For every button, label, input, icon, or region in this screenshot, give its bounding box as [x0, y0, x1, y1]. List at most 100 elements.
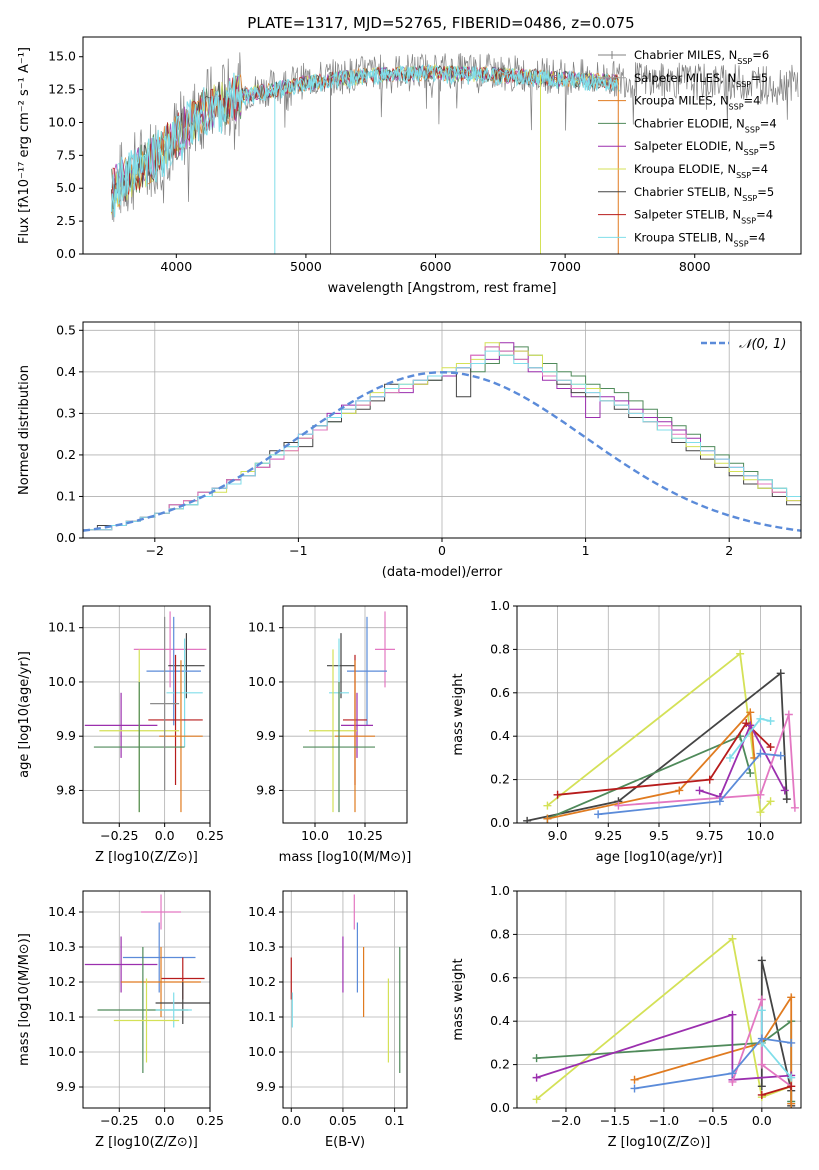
mass-weight-marker	[728, 1010, 737, 1019]
x-tick-label: 1	[582, 543, 590, 558]
mass-weight-marker	[726, 753, 734, 762]
y-tick-label: 12.5	[48, 82, 76, 97]
mass-weight-line	[761, 1085, 792, 1096]
errorbar-point	[303, 681, 375, 813]
subplot-spectrum: 4000 5000 6000 7000 8000 0.0 2.5 5.0 7.5 10.0 12.5…	[17, 36, 802, 296]
x-tick-label: 9.0	[548, 828, 568, 843]
y-tick-label: 10.1	[248, 620, 276, 635]
x-tick-label: 10.25	[347, 828, 383, 843]
errorbar-point	[155, 982, 210, 1024]
residual-histogram	[83, 350, 801, 538]
x-axis-label: mass [log10(M/M⊙)]	[279, 850, 412, 865]
y-tick-label: 5.0	[56, 180, 76, 195]
mass-weight-marker	[695, 786, 704, 795]
subplot-massweight-vs-age: 9.0 9.25 9.5 9.75 10.0 0.0 0.2 0.4 0.6 0.8 1.0 age …	[451, 598, 802, 865]
axes-frame	[82, 605, 211, 824]
mass-weight-marker	[790, 803, 799, 812]
subplot-massweight-vs-Z: −2.0 −1.5 −1.0 −0.5 0.0 0.0 0.2 0.4 0.6 0.8 1.0 Z […	[451, 883, 802, 1150]
y-tick-label: 0.0	[56, 530, 76, 545]
mass-weight-marker	[630, 1075, 639, 1084]
legend-label: Kroupa STELIB, NSSP=4	[634, 230, 765, 248]
x-tick-label: 10.0	[301, 828, 329, 843]
errorbar-point	[133, 611, 207, 688]
x-tick-label: −1.5	[600, 1113, 630, 1128]
mass-weight-marker	[782, 795, 791, 804]
mass-weight-marker	[630, 1084, 639, 1093]
plot-area	[523, 649, 799, 823]
x-tick-label: 2	[725, 543, 733, 558]
x-tick-label: −0.25	[100, 828, 138, 843]
y-tick-label: 10.0	[248, 1044, 276, 1059]
y-tick-label: 10.2	[48, 974, 76, 989]
subplot-mass-vs-Z: −0.25 0.0 0.25 9.9 10.0 10.1 10.2 10.3 10.4 Z [lo…	[17, 890, 224, 1150]
errorbar-point	[341, 692, 373, 758]
y-tick-label: 10.1	[48, 620, 76, 635]
errorbar-point	[150, 616, 180, 791]
x-tick-label: −1.0	[649, 1113, 679, 1128]
mass-weight-marker	[787, 1082, 796, 1091]
legend-label: Kroupa ELODIE, NSSP=4	[634, 162, 768, 180]
y-tick-label: 10.3	[48, 939, 76, 954]
errorbar-point	[335, 660, 375, 813]
legend-label: Kroupa MILES, NSSP=4	[634, 94, 760, 112]
errorbar-point	[84, 936, 158, 993]
errorbar-point	[84, 692, 158, 758]
mass-weight-marker	[742, 719, 751, 728]
mass-weight-marker	[553, 790, 562, 799]
y-tick-label: 0.6	[490, 970, 510, 985]
x-axis-label: wavelength [Angstrom, rest frame]	[328, 281, 557, 296]
mass-weight-line	[536, 937, 792, 1100]
y-tick-label: 0.2	[56, 447, 76, 462]
mass-weight-marker	[594, 810, 603, 819]
y-tick-label: 9.9	[256, 728, 276, 743]
mass-weight-marker	[728, 1077, 737, 1086]
y-tick-label: 9.9	[256, 1079, 276, 1094]
y-tick-label: 9.8	[56, 782, 76, 797]
mass-weight-marker	[746, 721, 755, 730]
x-tick-label: 8000	[679, 259, 711, 274]
legend-label: Chabrier MILES, NSSP=6	[634, 48, 769, 66]
y-tick-label: 10.3	[248, 939, 276, 954]
mass-weight-marker	[776, 751, 785, 760]
x-tick-label: −0.5	[698, 1113, 728, 1128]
best-fit-spectrum-line	[110, 63, 621, 218]
errorbar-point	[113, 978, 180, 1063]
subplot-age-vs-Z: −0.25 0.0 0.25 9.8 9.9 10.0 10.1 Z [log10(Z/Z⊙)…	[17, 605, 224, 865]
y-tick-label: 1.0	[490, 598, 510, 613]
x-tick-label: −1	[289, 543, 307, 558]
x-tick-label: 0.0	[155, 1113, 175, 1128]
x-tick-label: 0	[438, 543, 446, 558]
mass-weight-marker	[766, 743, 775, 752]
mass-weight-line	[557, 721, 772, 796]
subplot-residuals: −2 −1 0 1 2 0.0 0.1 0.2 0.3 0.4 0.5 (data-model)/er…	[17, 321, 802, 580]
axes-frame	[82, 890, 211, 1109]
x-tick-label: 0.0	[155, 828, 175, 843]
y-tick-label: 0.1	[56, 488, 76, 503]
y-axis-label: Normed distribution	[17, 365, 32, 495]
mass-weight-marker	[523, 816, 532, 823]
x-axis-label: (data-model)/error	[382, 565, 503, 580]
x-tick-label: −2.0	[551, 1113, 581, 1128]
errorbar-point	[166, 638, 203, 748]
y-tick-label: 0.0	[56, 246, 76, 261]
y-axis-label: Flux [fλ10⁻¹⁷ erg cm⁻² s⁻¹ A⁻¹]	[17, 47, 32, 244]
mass-weight-marker	[757, 1060, 766, 1069]
plot-area	[303, 611, 395, 813]
y-tick-label: 10.0	[48, 674, 76, 689]
y-tick-label: 0.0	[490, 1100, 510, 1115]
mass-weight-marker	[728, 934, 737, 943]
y-axis-label: mass [log10(M/M⊙)]	[17, 933, 32, 1066]
mass-weight-marker	[757, 1034, 766, 1043]
x-axis-label: Z [log10(Z/Z⊙)]	[608, 1135, 711, 1150]
errorbar-point	[375, 611, 395, 688]
y-tick-label: 15.0	[48, 49, 76, 64]
errorbar-point	[159, 660, 203, 813]
y-tick-label: 0.3	[56, 405, 76, 420]
plot-area	[532, 934, 796, 1108]
y-tick-label: 2.5	[56, 213, 76, 228]
x-tick-label: −2	[146, 543, 164, 558]
mass-weight-line	[536, 1013, 792, 1081]
mass-weight-marker	[532, 1054, 541, 1063]
mass-weight-marker	[756, 790, 765, 799]
y-tick-label: 0.2	[490, 772, 510, 787]
